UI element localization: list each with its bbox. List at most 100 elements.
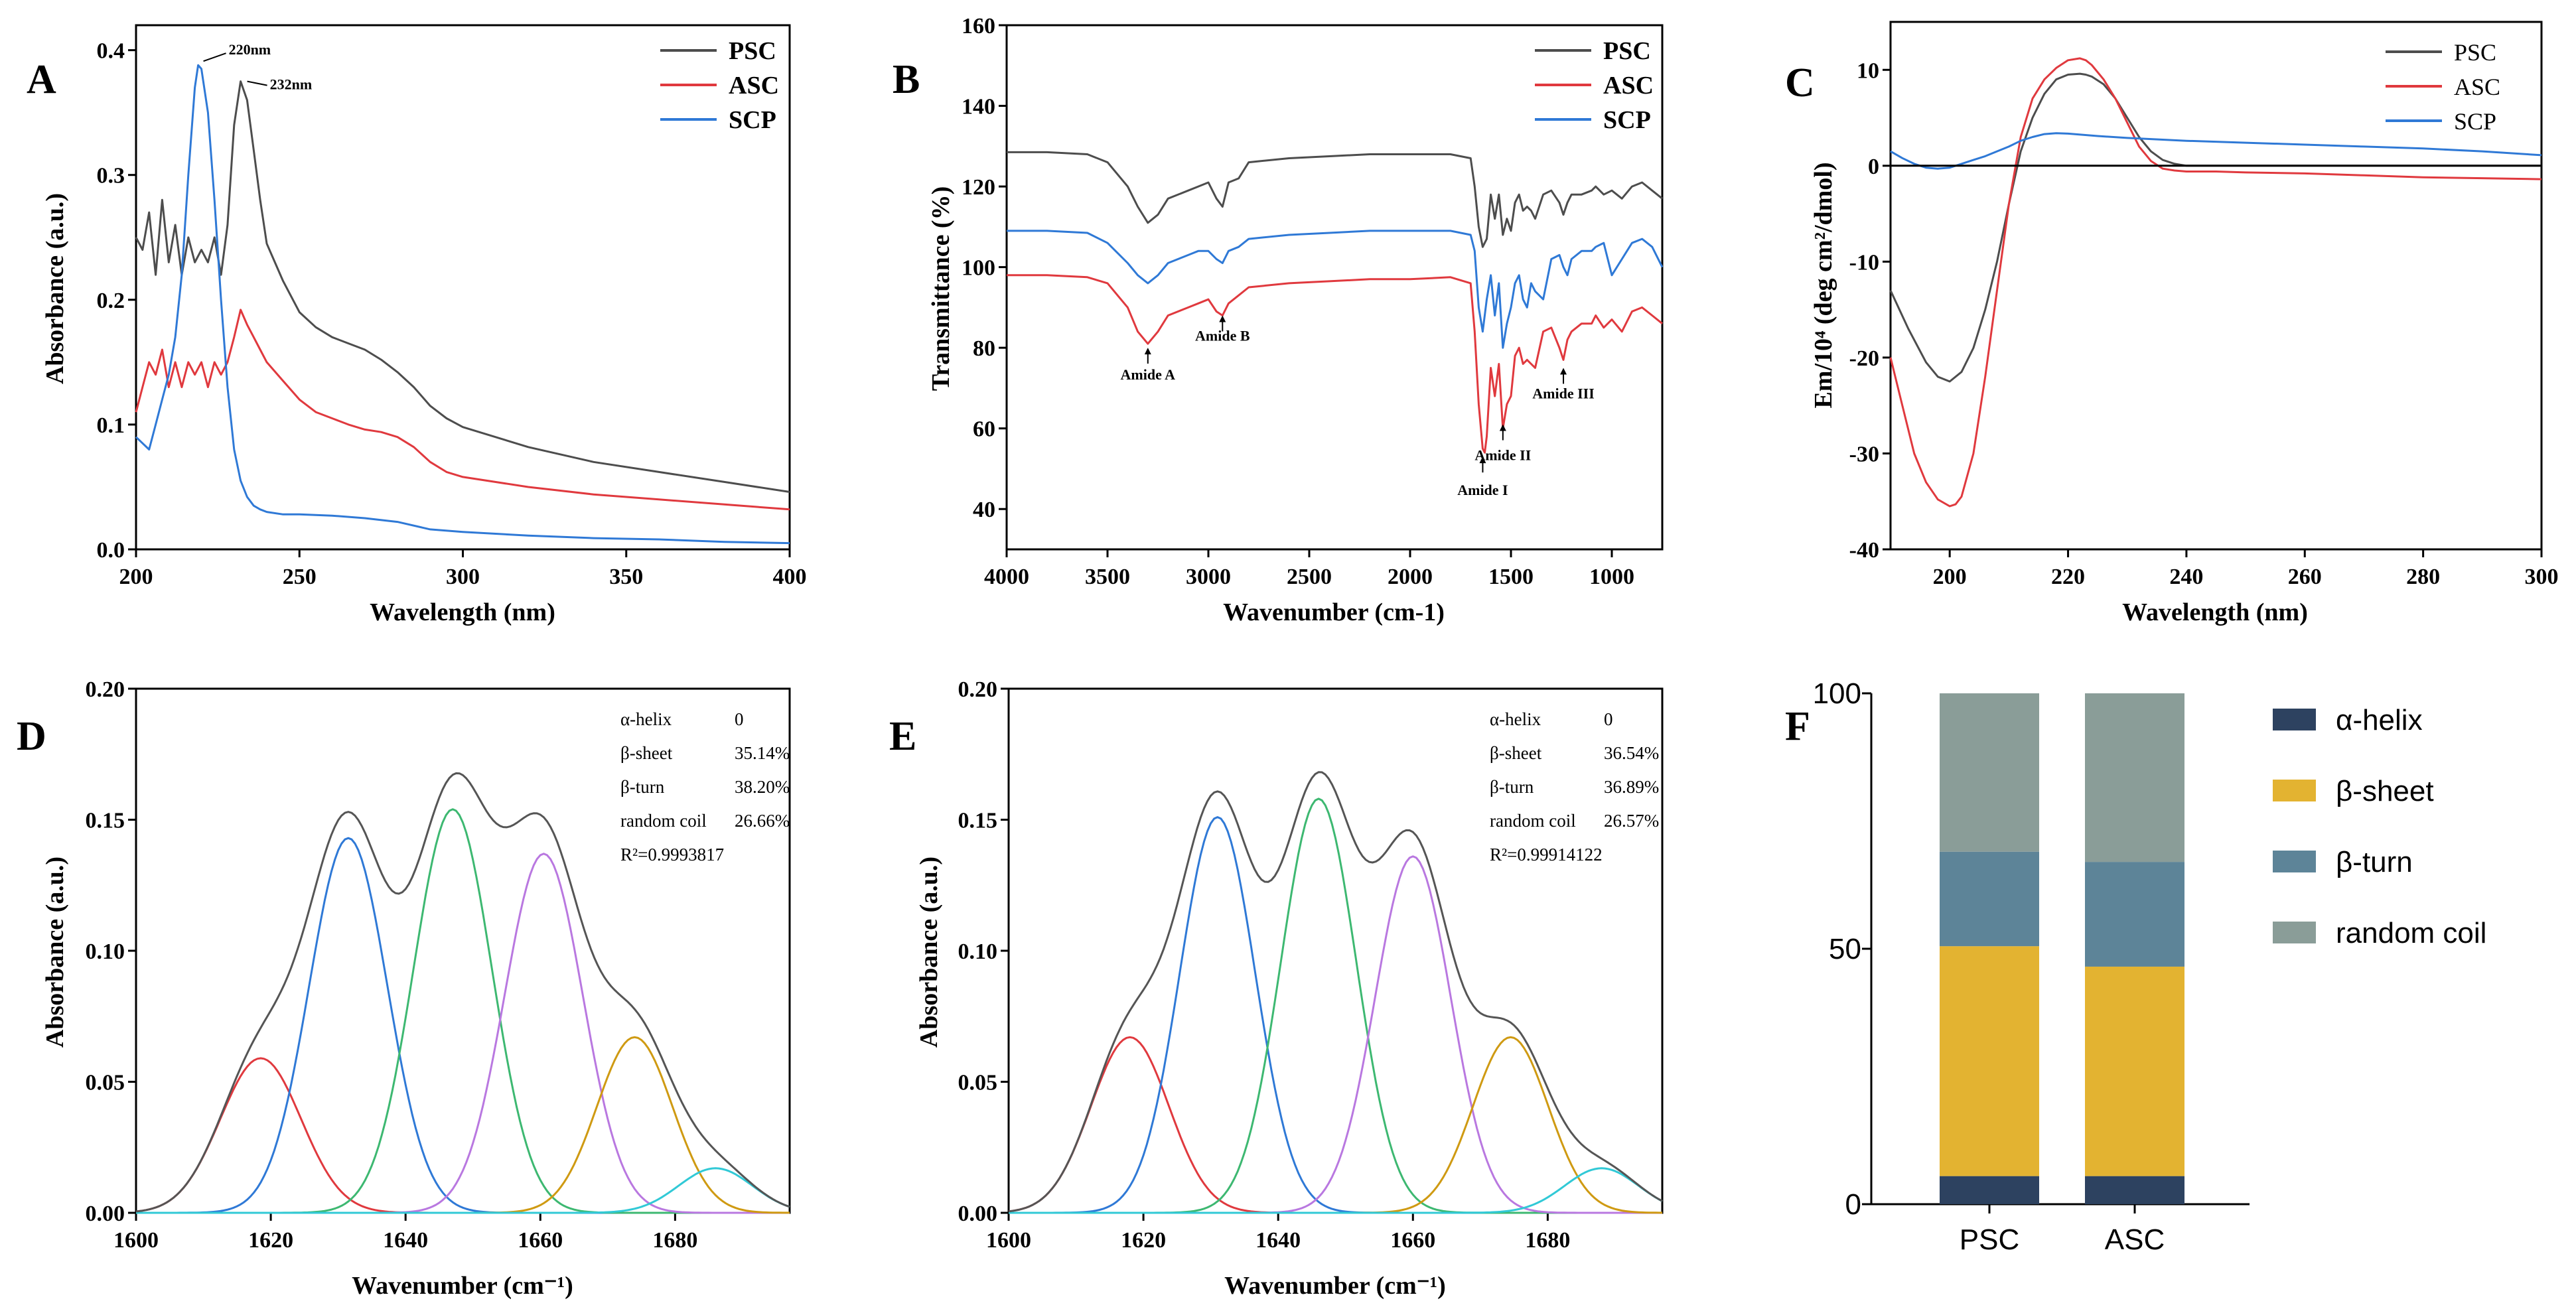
x-tick-label: 400 — [773, 565, 807, 589]
y-tick-label: 140 — [962, 95, 995, 119]
x-tick-label: 2500 — [1287, 565, 1332, 589]
annotation-arrow — [203, 52, 226, 62]
bar-segment-psc-helix — [1940, 1176, 2039, 1204]
bar-segment-psc-random-coil — [1940, 693, 2039, 852]
panel-label: C — [1785, 60, 1815, 105]
y-tick-label: 0.00 — [958, 1202, 998, 1226]
y-tick-label: 0.05 — [86, 1071, 125, 1095]
y-tick-label: 0.1 — [97, 413, 125, 438]
y-tick-label: 0.4 — [97, 39, 125, 64]
x-axis-label: Wavenumber (cm-1) — [1223, 598, 1445, 626]
bar-segment-psc-sheet — [1940, 946, 2039, 1176]
panel-a: 200 250 300 350 400 0.0 0.1 0.2 0.3 0.4 Wavelength… — [27, 24, 807, 626]
inset-value: 0 — [1604, 709, 1613, 729]
y-tick-label: -10 — [1849, 250, 1879, 275]
legend-label-psc: PSC — [2454, 39, 2496, 66]
y-tick-label: 0.10 — [958, 939, 998, 964]
panel-e: 1600 1620 1640 1660 1680 0.00 0.05 0.10 0.15 0.20… — [889, 677, 1664, 1300]
x-tick-label: 240 — [2169, 565, 2203, 589]
y-tick-label: 0.2 — [97, 289, 125, 313]
inset-r2: R²=0.99914122 — [1490, 845, 1603, 864]
legend-label-scp: SCP — [729, 106, 776, 134]
x-tick-label: 1600 — [986, 1228, 1031, 1253]
fit-peak-2 — [1009, 816, 1662, 1214]
bar-segment-asc-turn — [2085, 862, 2184, 967]
x-tick-label: 3500 — [1085, 565, 1130, 589]
legend-label: α-helix — [2336, 704, 2423, 736]
annotation-arrowhead — [1219, 315, 1226, 322]
x-tick-label: 260 — [2288, 565, 2322, 589]
legend-label-psc: PSC — [729, 37, 776, 65]
annotation-amide-i: Amide I — [1457, 482, 1508, 498]
legend-swatch — [2273, 780, 2316, 801]
annotation-220nm: 220nm — [229, 41, 271, 58]
y-tick-label: 0.3 — [97, 164, 125, 188]
series-asc — [1007, 274, 1663, 454]
fit-peak-3 — [136, 808, 790, 1214]
legend-swatch — [2273, 922, 2316, 943]
annotation-arrow — [247, 80, 267, 86]
y-tick-label: -20 — [1849, 346, 1879, 371]
y-tick-label: 0.15 — [86, 809, 125, 833]
inset-value: 26.66% — [735, 811, 790, 831]
legend-label: β-sheet — [2336, 775, 2434, 807]
y-tick-label: 80 — [973, 336, 995, 361]
x-tick-label: 200 — [1933, 565, 1967, 589]
x-tick-label: 2000 — [1388, 565, 1433, 589]
legend-label-asc: ASC — [729, 72, 779, 100]
panel-label: F — [1785, 704, 1810, 749]
fit-peak-5 — [136, 1036, 790, 1214]
x-tick-label: 1600 — [113, 1228, 159, 1253]
x-tick-label: 1660 — [1390, 1228, 1435, 1253]
legend-label-scp: SCP — [1603, 106, 1651, 134]
inset-label: β-sheet — [620, 743, 673, 763]
x-tick-label: ASC — [2105, 1223, 2165, 1256]
fit-peak-6 — [1009, 1167, 1663, 1214]
fit-peak-6 — [136, 1167, 790, 1214]
plot-frame — [135, 687, 791, 1214]
legend-label-psc: PSC — [1603, 37, 1651, 65]
y-axis-label: Absorbance (a.u.) — [915, 857, 943, 1048]
bar-segment-asc-helix — [2085, 1176, 2184, 1204]
x-axis-label: Wavenumber (cm⁻¹) — [352, 1272, 573, 1300]
y-axis-label: Absorbance (a.u.) — [41, 193, 69, 384]
legend-swatch — [2273, 709, 2316, 730]
y-tick-label: -30 — [1849, 442, 1879, 466]
series-asc — [135, 309, 790, 511]
annotation-amide-a: Amide A — [1121, 366, 1176, 383]
y-axis-label: Em/10⁴ (deg cm²/dmol) — [1810, 162, 1837, 408]
x-tick-label: 350 — [609, 565, 643, 589]
bar-segment-asc-random-coil — [2085, 693, 2184, 863]
y-tick-label: -40 — [1849, 538, 1879, 563]
legend-label-asc: ASC — [1603, 72, 1654, 100]
panel-label: B — [893, 57, 920, 102]
annotation-amide-ii: Amide II — [1474, 447, 1531, 464]
plot-frame — [1889, 21, 2543, 551]
x-tick-label: 1620 — [248, 1228, 293, 1253]
panel-c: 200 220 240 260 280 300 -40 -30 -20 -10 0 10 Wavelen… — [1785, 21, 2559, 626]
inset-label: β-turn — [620, 777, 665, 797]
x-axis-label: Wavenumber (cm⁻¹) — [1224, 1272, 1446, 1300]
series-scp — [135, 64, 790, 545]
x-tick-label: 220 — [2051, 565, 2085, 589]
bar-segment-asc-sheet — [2085, 966, 2184, 1176]
inset-label: random coil — [1490, 811, 1576, 831]
y-tick-label: 100 — [1813, 677, 1861, 710]
inset-r2: R²=0.9993817 — [620, 845, 724, 864]
y-tick-label: 0.00 — [86, 1202, 125, 1226]
x-tick-label: 1660 — [518, 1228, 563, 1253]
y-tick-label: 60 — [973, 417, 995, 442]
annotation-amide-b: Amide B — [1195, 327, 1250, 344]
panel-b: 4000 3500 3000 2500 2000 1500 1000 40 60 80 100 120… — [893, 14, 1664, 626]
fit-peak-4 — [1009, 855, 1662, 1214]
inset-value: 36.89% — [1604, 777, 1659, 797]
legend-label-asc: ASC — [2454, 74, 2500, 100]
inset-value: 36.54% — [1604, 743, 1659, 763]
y-axis-label: Transmittance (%) — [927, 186, 955, 391]
y-tick-label: 0 — [1868, 155, 1879, 179]
y-tick-label: 40 — [973, 498, 995, 522]
y-tick-label: 120 — [962, 175, 995, 200]
series-psc — [135, 80, 790, 493]
plot-frame — [135, 24, 791, 551]
y-tick-label: 50 — [1829, 933, 1861, 965]
